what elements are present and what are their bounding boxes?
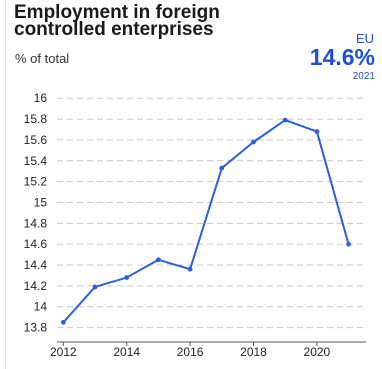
y-tick-label: 14.4: [24, 258, 48, 272]
data-point[interactable]: [187, 266, 193, 272]
data-point[interactable]: [282, 117, 288, 123]
x-axis: [57, 341, 366, 346]
y-tick-label: 13.8: [24, 321, 48, 335]
x-tick-label: 2020: [304, 345, 331, 359]
series-line-path: [62, 119, 350, 324]
x-tick-label: 2014: [113, 345, 140, 359]
x-tick-labels: 2012 2014 2016 2018 2020: [50, 345, 331, 359]
y-tick-label: 15.8: [24, 112, 48, 126]
x-tick-label: 2018: [240, 345, 267, 359]
unit-label: % of total: [15, 51, 70, 66]
data-point[interactable]: [346, 241, 351, 247]
headline-value: 14.6%: [309, 44, 375, 70]
x-tick-label: 2016: [177, 345, 204, 359]
y-tick-labels: 13.8 14 14.2 14.4 14.6 14.8 15 15.2 15.4 15.6 15.8…: [24, 91, 48, 334]
data-point[interactable]: [251, 139, 256, 145]
y-tick-label: 16: [34, 91, 48, 105]
data-point[interactable]: [92, 284, 98, 290]
series-line: [62, 119, 350, 324]
region-label: EU: [355, 31, 374, 46]
data-point[interactable]: [60, 319, 66, 325]
y-tick-label: 15.2: [24, 175, 48, 189]
data-point[interactable]: [219, 165, 225, 171]
data-point[interactable]: [314, 129, 320, 134]
y-tick-label: 15.6: [24, 133, 48, 147]
y-tick-label: 14.6: [24, 237, 48, 251]
panel-left-border: [5, 0, 6, 369]
y-tick-label: 14.2: [24, 279, 48, 293]
y-tick-label: 15.4: [24, 154, 48, 168]
data-point[interactable]: [124, 275, 130, 280]
grid-lines: [57, 97, 366, 329]
y-tick-label: 14.8: [24, 216, 48, 230]
y-tick-label: 14: [34, 300, 48, 314]
y-tick-label: 15: [34, 195, 48, 209]
data-points: [60, 117, 351, 325]
data-point[interactable]: [156, 257, 161, 263]
chart-title: Employment in foreign controlled enterpr…: [14, 2, 220, 40]
x-tick-label: 2012: [50, 345, 77, 359]
headline-year: 2021: [352, 71, 375, 82]
